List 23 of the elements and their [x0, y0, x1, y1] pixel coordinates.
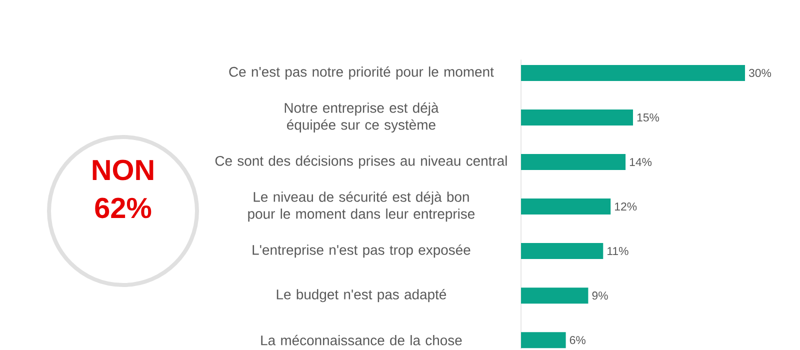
y-tick-label: Le niveau de sécurité est déjà bon pour le moment dans leur entreprise: [248, 191, 475, 222]
bar: [521, 288, 588, 304]
data-label: 14%: [630, 158, 652, 166]
y-tick-label: La méconnaissance de la chose: [261, 334, 462, 346]
bar: [521, 243, 604, 260]
data-label: 30%: [748, 68, 772, 78]
y-tick-label: Le budget n'est pas adapté: [276, 288, 446, 302]
data-label: 12%: [615, 202, 637, 211]
text: 62%: [95, 198, 152, 218]
y-tick-label: L'entreprise n'est pas trop exposée: [252, 244, 470, 258]
data-label: 11%: [608, 247, 628, 256]
y-tick-label: Notre entreprise est déjà équipée sur ce système: [284, 102, 439, 133]
bar: [521, 198, 611, 215]
bar: [521, 64, 746, 81]
y-tick-label: Ce sont des décisions prises au niveau central: [215, 155, 507, 169]
bar: [521, 109, 634, 126]
bar: [521, 332, 566, 348]
data-label: 9%: [592, 292, 608, 300]
y-tick-label: Ce n'est pas notre priorité pour le moment: [229, 66, 494, 80]
data-label: 15%: [637, 113, 660, 122]
text: NON: [92, 160, 154, 180]
bar: [521, 154, 626, 170]
data-label: 6%: [570, 336, 586, 344]
